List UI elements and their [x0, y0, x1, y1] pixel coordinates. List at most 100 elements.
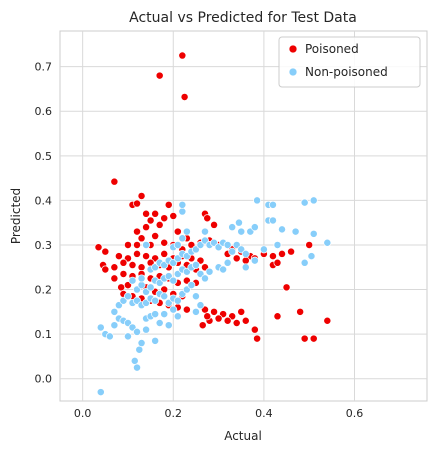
y-tick-label: 0.1 [35, 328, 53, 341]
data-point [203, 214, 212, 223]
data-point [278, 249, 286, 258]
data-point [296, 307, 305, 316]
data-point [323, 316, 332, 325]
data-point [137, 263, 146, 272]
data-point [253, 196, 262, 205]
data-point [241, 316, 250, 325]
data-point [137, 234, 146, 243]
data-point [191, 292, 200, 301]
y-tick-label: 0.4 [35, 194, 53, 207]
data-point [228, 223, 237, 232]
data-point [135, 345, 144, 354]
data-point [187, 281, 196, 290]
legend-marker [288, 44, 298, 54]
data-point [282, 283, 291, 292]
data-point [110, 177, 119, 186]
legend-marker [288, 67, 298, 77]
data-point [241, 263, 250, 272]
data-point [164, 200, 173, 209]
x-tick-label: 0.4 [255, 407, 273, 420]
legend-box [278, 36, 421, 88]
data-point [169, 305, 178, 314]
data-point [160, 292, 169, 301]
data-point [101, 265, 110, 274]
data-point [151, 310, 160, 319]
data-point [232, 254, 241, 263]
data-point [133, 199, 141, 208]
data-point [160, 238, 169, 247]
data-point [309, 196, 318, 205]
data-point [173, 241, 182, 249]
y-axis-title: Predicted [9, 188, 23, 244]
data-point [173, 227, 182, 236]
data-point [114, 252, 123, 261]
data-point [219, 265, 228, 274]
y-tick-label: 0.2 [35, 284, 53, 297]
data-point [110, 274, 119, 283]
data-point [142, 223, 151, 232]
data-point [160, 310, 169, 319]
data-point [223, 258, 232, 267]
data-point [124, 241, 132, 249]
data-point [291, 227, 300, 236]
data-point [182, 305, 191, 314]
data-point [155, 319, 164, 327]
data-point [309, 334, 318, 343]
data-point [173, 312, 182, 321]
data-point [178, 200, 187, 209]
data-points [94, 51, 332, 397]
data-point [300, 198, 309, 207]
data-point [142, 209, 151, 218]
legend: Poisoned Non-poisoned [278, 36, 421, 88]
data-point [210, 220, 218, 229]
data-point [191, 307, 200, 316]
x-tick-label: 0.2 [165, 407, 183, 420]
data-point [309, 229, 318, 238]
data-point [182, 227, 191, 236]
data-point [305, 241, 314, 249]
data-point [273, 312, 282, 321]
data-point [110, 321, 119, 330]
data-point [278, 225, 286, 234]
x-axis: 0.0 0.2 0.4 0.6 [74, 407, 363, 420]
data-point [307, 252, 316, 261]
data-point [180, 93, 189, 101]
data-point [155, 220, 164, 229]
data-point [133, 363, 141, 372]
data-point [151, 232, 160, 241]
data-point [223, 316, 232, 325]
y-tick-label: 0.3 [35, 239, 53, 252]
data-point [201, 274, 209, 283]
data-point [250, 325, 259, 334]
data-point [151, 336, 160, 345]
data-point [196, 301, 205, 310]
data-point [101, 247, 110, 256]
data-point [237, 227, 246, 236]
data-point [241, 256, 250, 265]
data-point [205, 267, 214, 276]
data-point [142, 325, 151, 334]
data-point [146, 283, 155, 292]
data-point [133, 249, 141, 258]
data-point [250, 256, 259, 265]
data-point [137, 339, 146, 347]
data-point [164, 321, 173, 330]
data-point [155, 71, 164, 80]
data-point [191, 261, 200, 269]
data-point [128, 276, 137, 285]
data-point [228, 247, 237, 256]
data-point [201, 227, 209, 236]
data-point [94, 243, 103, 252]
data-point [273, 241, 282, 249]
data-point [273, 258, 282, 267]
chart-title: Actual vs Predicted for Test Data [129, 10, 357, 26]
x-tick-label: 0.0 [74, 407, 92, 420]
data-point [210, 307, 218, 316]
y-tick-label: 0.6 [35, 105, 53, 118]
data-point [137, 281, 146, 290]
data-point [160, 249, 169, 258]
data-point [142, 252, 151, 261]
data-point [124, 292, 132, 301]
data-point [110, 263, 119, 272]
